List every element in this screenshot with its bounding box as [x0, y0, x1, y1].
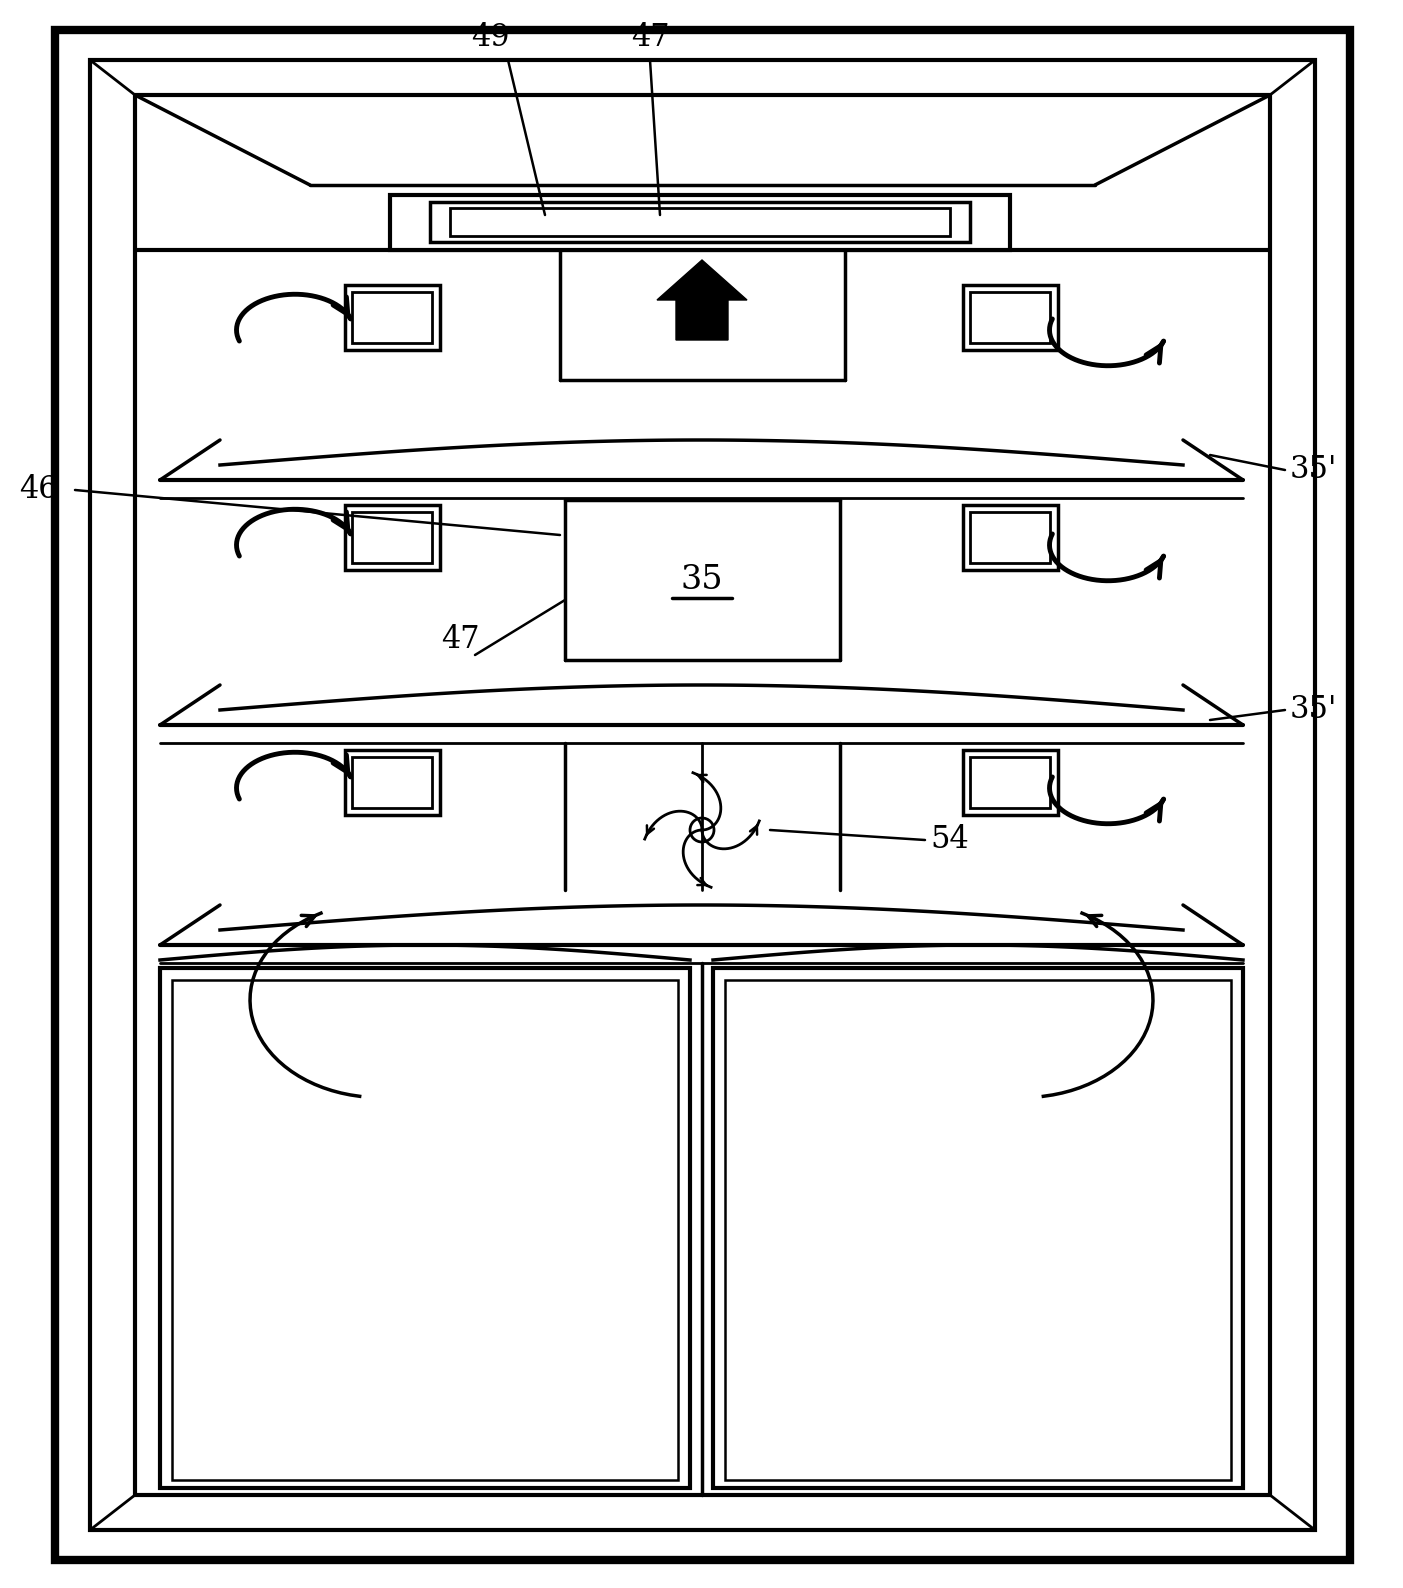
Bar: [969, 292, 1049, 343]
Bar: [173, 980, 678, 1480]
Text: 35: 35: [680, 564, 724, 596]
Text: 49: 49: [471, 22, 509, 54]
Bar: [160, 969, 690, 1488]
Bar: [352, 757, 432, 808]
Bar: [962, 505, 1058, 570]
Bar: [345, 505, 441, 570]
Bar: [450, 208, 950, 237]
Text: 35': 35': [1289, 694, 1337, 726]
Bar: [390, 195, 1010, 249]
Bar: [352, 511, 432, 564]
Bar: [962, 750, 1058, 815]
Bar: [429, 202, 969, 241]
Bar: [352, 292, 432, 343]
Bar: [135, 95, 1270, 1494]
Text: 35': 35': [1289, 454, 1337, 486]
Text: 47: 47: [441, 624, 480, 656]
Bar: [969, 757, 1049, 808]
Text: 47: 47: [631, 22, 669, 54]
FancyArrow shape: [657, 260, 746, 340]
Text: 54: 54: [930, 824, 968, 856]
Bar: [725, 980, 1230, 1480]
Bar: [969, 511, 1049, 564]
Bar: [713, 969, 1243, 1488]
Bar: [962, 284, 1058, 349]
Text: 46: 46: [18, 475, 58, 505]
Bar: [345, 284, 441, 349]
Bar: [90, 60, 1315, 1529]
Bar: [345, 750, 441, 815]
